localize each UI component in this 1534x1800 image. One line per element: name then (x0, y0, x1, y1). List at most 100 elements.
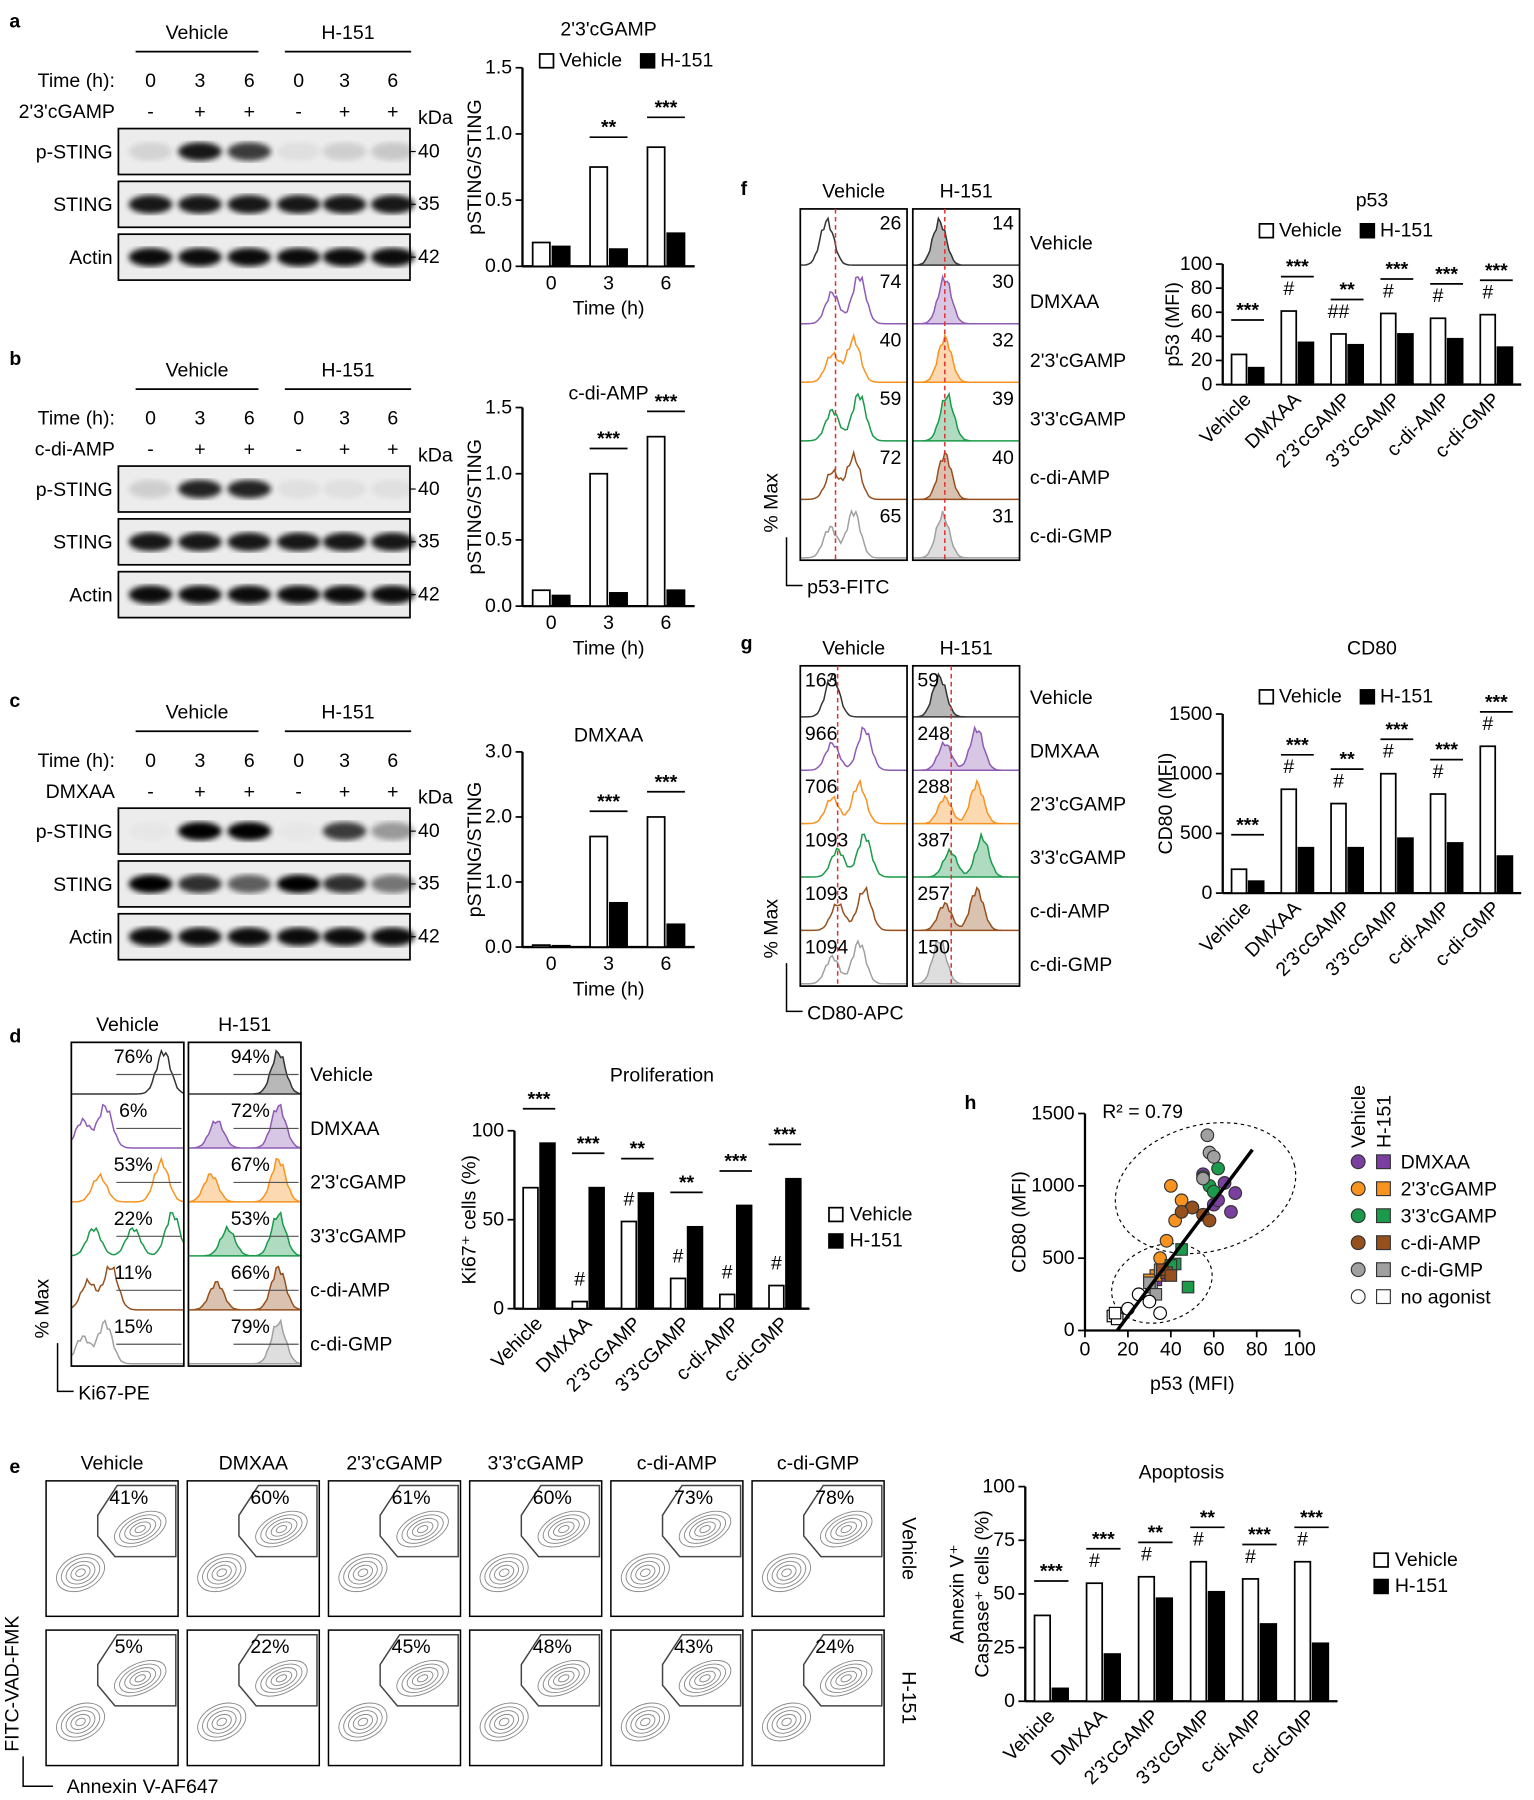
bar (1207, 1590, 1226, 1703)
hash-label: # (623, 1188, 634, 1210)
hash-label: ## (1328, 301, 1350, 323)
bar (1230, 353, 1248, 386)
contour (352, 1564, 373, 1581)
histogram-curve (800, 216, 908, 266)
bar (539, 1142, 556, 1310)
kda-value: 42 (418, 925, 440, 947)
histogram-curve (912, 778, 1020, 825)
scatter-point (1211, 1161, 1225, 1176)
contour (114, 1660, 167, 1697)
contour (489, 1560, 519, 1585)
flow-plot (45, 1480, 179, 1618)
significance-label: *** (1092, 1528, 1115, 1550)
y-axis-label: pSTING/STING (464, 782, 486, 917)
treatment-sign: + (387, 781, 398, 803)
axis-arrow (785, 963, 803, 1013)
contour (260, 1663, 303, 1694)
contour (417, 1674, 429, 1683)
contour (835, 1670, 857, 1686)
bar (1347, 343, 1365, 386)
contour (211, 1713, 232, 1730)
contour (840, 1525, 852, 1534)
y-tick-label: 0.5 (485, 189, 512, 211)
mfi-value: 59 (917, 669, 939, 691)
legend-swatch (1359, 222, 1376, 239)
gate-percent: 45% (392, 1636, 431, 1658)
y-axis-label: FITC-VAD-FMK (2, 1616, 24, 1752)
mfi-value: 1093 (805, 830, 848, 852)
blot-band (370, 479, 415, 499)
contour (357, 1568, 369, 1577)
gate-percent: 73% (674, 1487, 713, 1509)
contour (542, 1663, 585, 1694)
bar (551, 245, 571, 268)
mfi-value: 1093 (805, 883, 848, 905)
gate-value: 76% (114, 1046, 153, 1068)
y-tick-label: 1500 (1031, 1102, 1075, 1124)
hash-label: # (1193, 1529, 1204, 1551)
x-tick-label: 0 (546, 953, 557, 975)
gate-percent: 24% (815, 1636, 854, 1658)
scatter-point (1163, 1178, 1178, 1193)
contour (830, 1667, 863, 1690)
treatment-sign: + (194, 439, 205, 461)
bar (1311, 1642, 1330, 1703)
treatment-sign: - (295, 101, 302, 123)
gate (520, 1633, 601, 1707)
contour (835, 1521, 857, 1537)
blot-band (370, 532, 415, 552)
scatter-point (1200, 1128, 1215, 1143)
chart-title: Apoptosis (1139, 1462, 1225, 1484)
time-value: 0 (293, 70, 304, 92)
bar (686, 1225, 704, 1310)
legend-header: H-151 (1373, 1095, 1395, 1148)
contour (260, 1514, 303, 1544)
row-label: 3'3'cGAMP (310, 1226, 406, 1248)
hash-label: # (673, 1245, 684, 1267)
contour (625, 1557, 665, 1589)
y-tick-label: 0.0 (485, 595, 512, 617)
column-header: c-di-AMP (637, 1452, 717, 1474)
gate (238, 1484, 318, 1558)
mfi-value: 32 (992, 330, 1014, 352)
panel-label: g (741, 633, 753, 655)
blot-band (227, 585, 272, 604)
contour (211, 1564, 232, 1581)
gate-percent: 78% (815, 1487, 854, 1509)
x-axis-label: Time (h) (573, 298, 645, 320)
blot-row-label: Actin (69, 247, 112, 269)
y-axis-label: CD80 (MFI) (1155, 753, 1177, 855)
contour (542, 1514, 585, 1544)
legend-marker (1350, 1181, 1366, 1197)
legend-marker (1350, 1289, 1366, 1305)
significance-label: ** (601, 117, 617, 139)
legend-swatch (828, 1233, 844, 1249)
y-tick-label: 75 (993, 1529, 1015, 1551)
y-tick-label: 1.0 (485, 462, 512, 484)
significance-label: *** (724, 1151, 747, 1173)
histogram-curve (912, 939, 1020, 985)
time-value: 3 (339, 408, 350, 430)
gate-percent: 43% (674, 1636, 713, 1658)
legend-swatch (828, 1206, 844, 1223)
gate-percent: 48% (533, 1636, 572, 1658)
y-axis-label: % Max (31, 1279, 53, 1339)
contour (762, 1702, 811, 1742)
histogram-curve (800, 726, 908, 772)
bar (522, 1186, 539, 1310)
kda-value: 42 (418, 246, 440, 268)
treatment-sign: + (194, 781, 205, 803)
contour (547, 1667, 580, 1690)
contour (553, 1521, 575, 1537)
histogram-curve (188, 1103, 302, 1149)
x-tick-label: 6 (661, 272, 672, 294)
blot-band (276, 247, 321, 267)
chart-title: c-di-AMP (568, 382, 648, 404)
row-label: DMXAA (1030, 740, 1099, 762)
legend-marker (1350, 1154, 1366, 1170)
blot-row-label: STING (53, 874, 113, 896)
legend-swatch (1258, 222, 1275, 239)
contour (620, 1702, 670, 1742)
histogram-curve (800, 778, 908, 825)
